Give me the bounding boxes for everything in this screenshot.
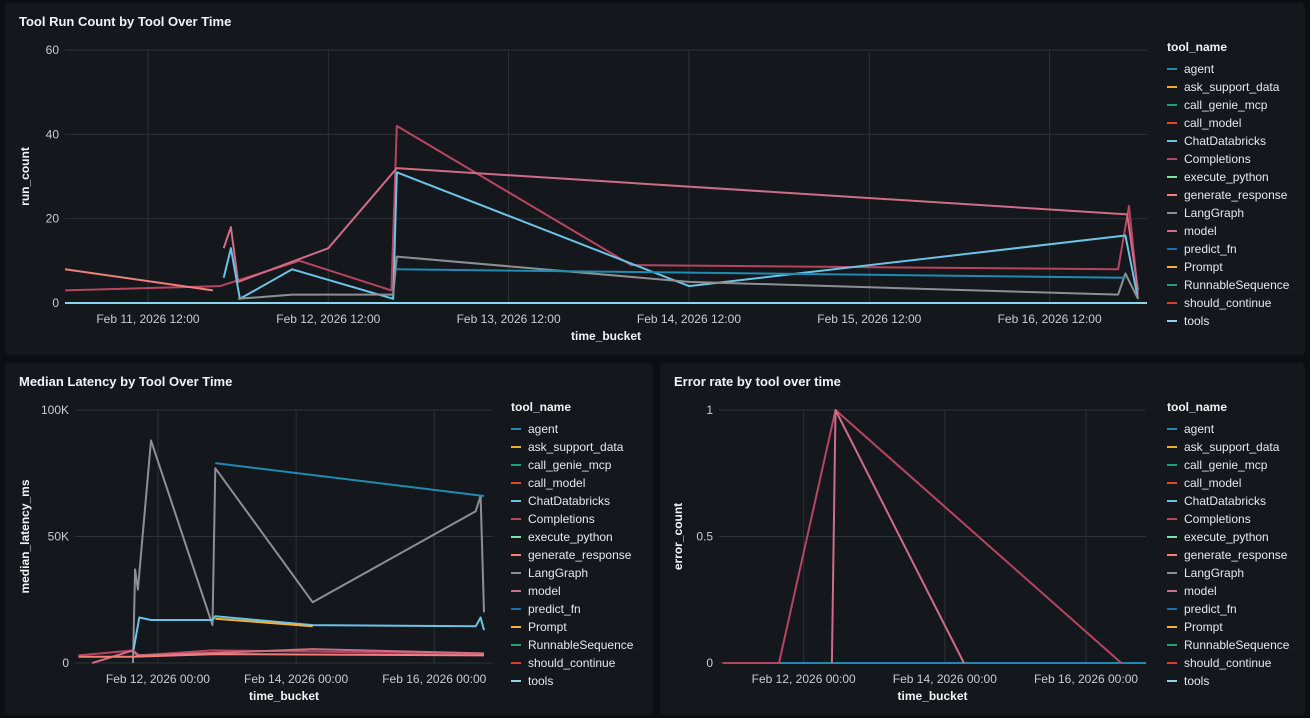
y-tick-label: 100K [41,403,69,417]
legend-label: call_genie_mcp [1184,458,1268,472]
legend-label: agent [528,422,559,436]
legend-label: agent [1184,422,1215,436]
legend-title: tool_name [511,400,571,414]
legend-label: agent [1184,62,1215,76]
legend-label: execute_python [1184,170,1269,184]
x-tick-label: Feb 15, 2026 12:00 [817,312,921,326]
series-line-generate_response [64,268,214,292]
legend-label: RunnableSequence [1184,278,1290,292]
series-line-ChatDatabricks [132,615,485,654]
legend-label: LangGraph [528,566,588,580]
legend-label: execute_python [528,530,613,544]
y-tick-label: 0.5 [696,530,713,544]
legend-label: ask_support_data [1184,440,1280,454]
y-tick-label: 0 [706,656,713,670]
legend-label: generate_response [1184,188,1288,202]
legend-label: call_genie_mcp [1184,98,1268,112]
legend-label: call_model [528,476,585,490]
y-axis-title: median_latency_ms [18,479,32,593]
x-tick-label: Feb 14, 2026 00:00 [244,672,348,686]
legend-label: RunnableSequence [1184,638,1290,652]
series-line-agent [215,462,485,497]
legend-label: tools [1184,314,1209,328]
y-tick-label: 0 [62,656,69,670]
x-tick-label: Feb 12, 2026 00:00 [106,672,210,686]
series-line-Completions [64,124,1139,295]
legend-label: model [528,584,561,598]
legend-label: LangGraph [1184,206,1244,220]
legend-label: ChatDatabricks [528,494,610,508]
y-tick-label: 40 [46,127,60,141]
x-tick-label: Feb 14, 2026 12:00 [637,312,741,326]
x-tick-label: Feb 11, 2026 12:00 [96,312,200,326]
x-tick-label: Feb 16, 2026 00:00 [382,672,486,686]
x-tick-label: Feb 12, 2026 12:00 [276,312,380,326]
x-tick-label: Feb 14, 2026 00:00 [893,672,997,686]
series-line-Prompt [215,617,313,628]
y-axis-title: error_count [671,503,685,570]
legend-label: call_model [1184,116,1241,130]
chart-title: Tool Run Count by Tool Over Time [19,14,232,29]
legend-label: Prompt [1184,620,1223,634]
legend-label: should_continue [1184,656,1272,670]
series-line-Completions [722,409,1122,664]
legend-label: execute_python [1184,530,1269,544]
series-line-generate_response [78,653,485,658]
error-rate-chart: 0 0.5 1 Feb 12, 2026 00:00 Feb 14, 2026 00:0… [671,400,1290,703]
legend-label: Completions [1184,152,1251,166]
legend-label: ChatDatabricks [1184,134,1266,148]
legend-label: generate_response [528,548,632,562]
error-rate-panel: Error rate by tool over time 0 0.5 1 Feb 12… [660,363,1305,715]
legend-label: should_continue [1184,296,1272,310]
legend-label: call_genie_mcp [528,458,612,472]
series-line-agent [396,268,1126,279]
series-line-LangGraph [132,439,485,664]
x-tick-label: Feb 16, 2026 00:00 [1034,672,1138,686]
x-tick-label: Feb 16, 2026 12:00 [998,312,1102,326]
legend-title: tool_name [1167,400,1227,414]
legend-label: Prompt [1184,260,1223,274]
legend-label: predict_fn [1184,242,1237,256]
series-line-model [222,167,1139,291]
legend-label: Prompt [528,620,567,634]
x-tick-label: Feb 12, 2026 00:00 [752,672,856,686]
series-line-model [830,409,965,664]
legend-label: model [1184,584,1217,598]
legend-label: ask_support_data [1184,80,1280,94]
legend-label: should_continue [528,656,616,670]
x-axis-title: time_bucket [249,689,319,703]
y-tick-label: 20 [46,212,60,226]
series-line-model [92,648,485,664]
y-tick-label: 0 [52,296,59,310]
legend-label: model [1184,224,1217,238]
legend-label: ChatDatabricks [1184,494,1266,508]
legend-label: tools [528,674,553,688]
run-count-panel: Tool Run Count by Tool Over Time 0 20 40 60… [5,3,1305,355]
legend-label: call_model [1184,476,1241,490]
latency-chart: 0 50K 100K Feb 12, 2026 00:00 Feb 14, 2026 0… [18,400,634,703]
legend-label: predict_fn [1184,602,1237,616]
y-axis-title: run_count [18,147,32,206]
legend-label: RunnableSequence [528,638,634,652]
run-count-chart: 0 20 40 60 Feb 11, 2026 12:00 Feb 12, 2026 12… [18,40,1290,343]
series-line-Completions [78,649,485,657]
y-tick-label: 1 [706,403,713,417]
legend-label: ask_support_data [528,440,624,454]
legend-label: Completions [1184,512,1251,526]
chart-title: Error rate by tool over time [674,374,841,389]
y-tick-label: 60 [46,43,60,57]
x-tick-label: Feb 13, 2026 12:00 [457,312,561,326]
legend-label: tools [1184,674,1209,688]
series-line-ChatDatabricks [222,171,1139,300]
legend-label: Completions [528,512,595,526]
legend-label: LangGraph [1184,566,1244,580]
chart-title: Median Latency by Tool Over Time [19,374,233,389]
legend-label: generate_response [1184,548,1288,562]
x-axis-title: time_bucket [571,329,641,343]
legend-title: tool_name [1167,40,1227,54]
x-axis-title: time_bucket [897,689,967,703]
y-tick-label: 50K [48,530,69,544]
latency-panel: Median Latency by Tool Over Time 0 50K 100… [5,363,653,715]
legend-label: predict_fn [528,602,581,616]
